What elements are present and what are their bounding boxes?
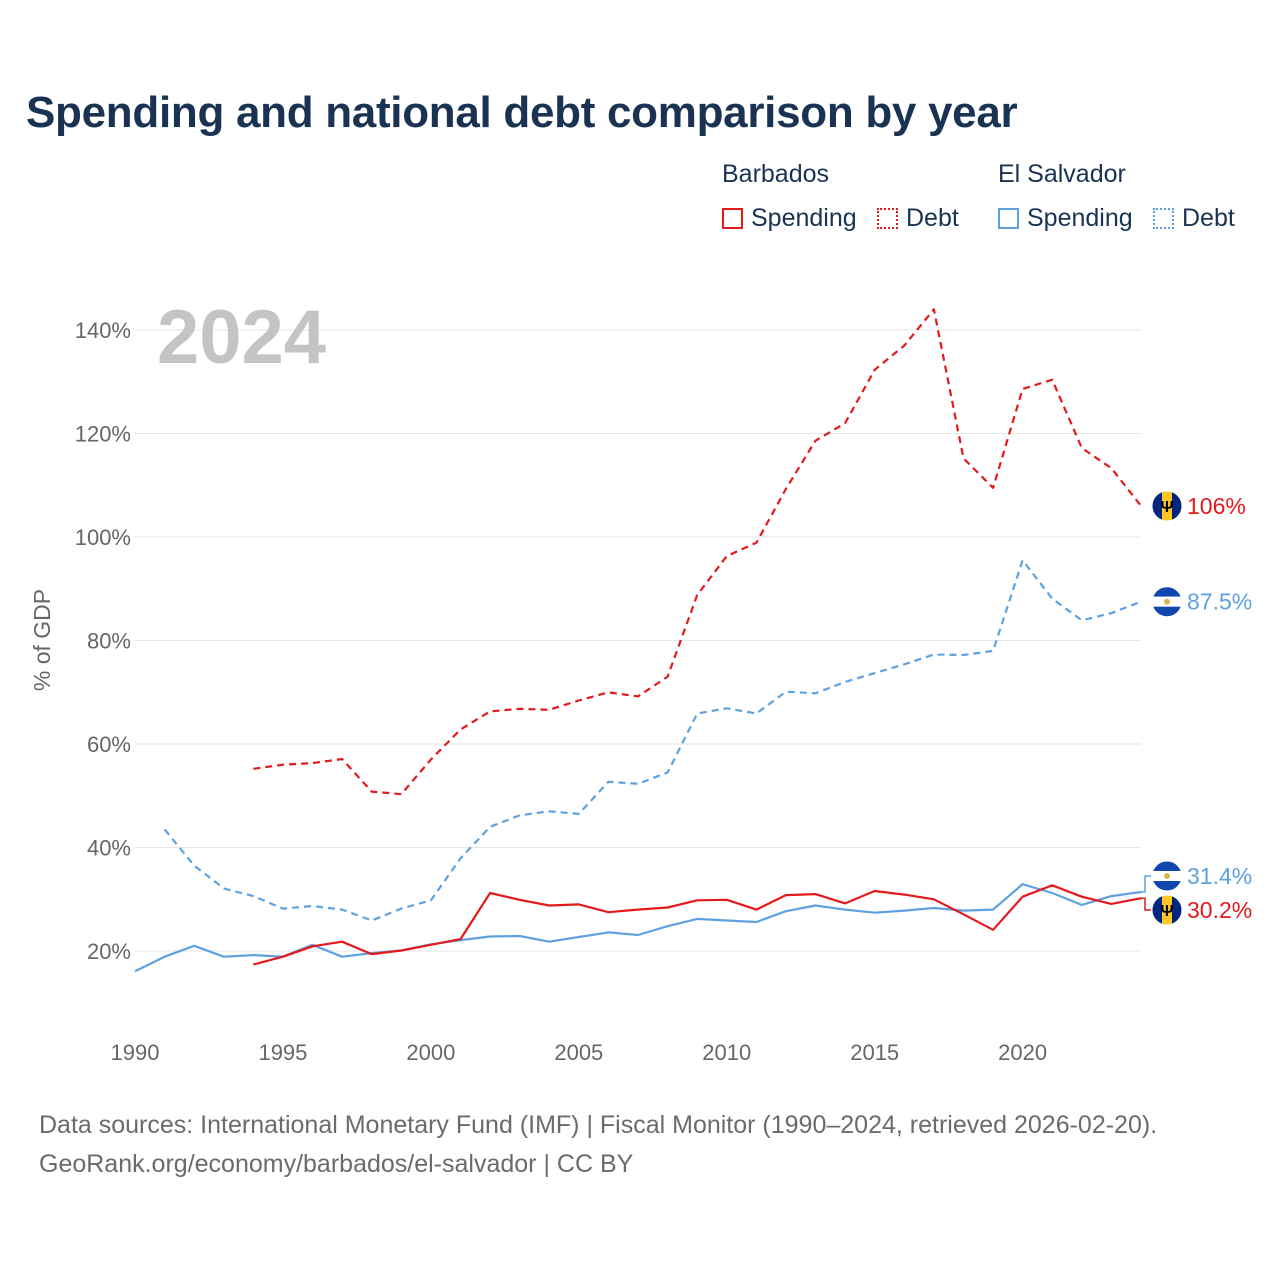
legend-item-barbados-spending[interactable]: Spending — [722, 204, 857, 233]
y-tick-label: 140% — [75, 318, 131, 343]
barbados-flag-icon: Ψ — [1151, 490, 1183, 522]
y-tick-label: 60% — [87, 732, 131, 757]
footer-link[interactable]: GeoRank.org/economy/barbados/el-salvador… — [39, 1150, 634, 1178]
legend-item-el-salvador-spending[interactable]: Spending — [998, 204, 1133, 233]
y-tick-label: 100% — [75, 525, 131, 550]
legend-swatch-dotted — [877, 208, 898, 229]
x-tick-label: 2005 — [554, 1040, 603, 1065]
series-line-barbados-debt[interactable] — [253, 308, 1142, 796]
barbados-flag-icon: Ψ — [1151, 894, 1183, 926]
gridlines — [135, 329, 1141, 952]
x-tick-label: 2015 — [850, 1040, 899, 1065]
el-salvador-flag-icon — [1151, 586, 1183, 618]
series — [134, 308, 1142, 973]
end-value-label: 106% — [1187, 493, 1246, 519]
legend-item-barbados-debt[interactable]: Debt — [877, 204, 959, 233]
y-tick-label: 40% — [87, 836, 131, 861]
y-tick-label: 120% — [75, 422, 131, 447]
label-connector — [1141, 897, 1151, 911]
svg-text:Ψ: Ψ — [1161, 903, 1174, 920]
legend-country-el-salvador: El Salvador — [998, 160, 1126, 188]
series-line-barbados-spending[interactable] — [253, 884, 1142, 966]
footer-sources: Data sources: International Monetary Fun… — [39, 1111, 1158, 1139]
legend-swatch-solid — [722, 208, 743, 229]
legend-item-el-salvador-debt[interactable]: Debt — [1153, 204, 1235, 233]
x-tick-label: 2010 — [702, 1040, 751, 1065]
x-tick-label: 1990 — [111, 1040, 160, 1065]
footer: Data sources: International Monetary Fun… — [39, 1106, 1157, 1184]
svg-text:Ψ: Ψ — [1161, 499, 1174, 516]
legend-label: Spending — [1027, 204, 1133, 232]
legend-label: Spending — [751, 204, 857, 232]
legend-swatch-dotted — [1153, 208, 1174, 229]
legend-label: Debt — [1182, 204, 1235, 232]
end-value-label: 87.5% — [1187, 589, 1252, 615]
legend-country-barbados: Barbados — [722, 160, 830, 188]
el-salvador-flag-icon — [1151, 860, 1183, 892]
end-labels: Ψ 106% 87.5% 31.4% Ψ 30.2% — [1141, 490, 1252, 926]
end-value-label: 30.2% — [1187, 897, 1252, 923]
chart-title: Spending and national debt comparison by… — [26, 88, 1018, 137]
legend-label: Debt — [906, 204, 959, 232]
axes: 20% 40% 60% 80% 100% 120% 140% 1990 1995 2000 2005… — [75, 318, 1047, 1065]
x-tick-label: 2000 — [406, 1040, 455, 1065]
legend-swatch-solid — [998, 208, 1019, 229]
x-tick-label: 2020 — [998, 1040, 1047, 1065]
y-axis-label: % of GDP — [29, 589, 55, 691]
year-watermark: 2024 — [157, 295, 326, 380]
line-chart: 2024 20% 40% 60% 80% 100% 120% 140% 1990 1995 200… — [29, 295, 1252, 1065]
series-line-el-salvador-debt[interactable] — [163, 559, 1142, 922]
x-tick-label: 1995 — [258, 1040, 307, 1065]
y-tick-label: 20% — [87, 939, 131, 964]
label-connector — [1141, 875, 1151, 893]
y-tick-label: 80% — [87, 629, 131, 654]
end-value-label: 31.4% — [1187, 863, 1252, 889]
